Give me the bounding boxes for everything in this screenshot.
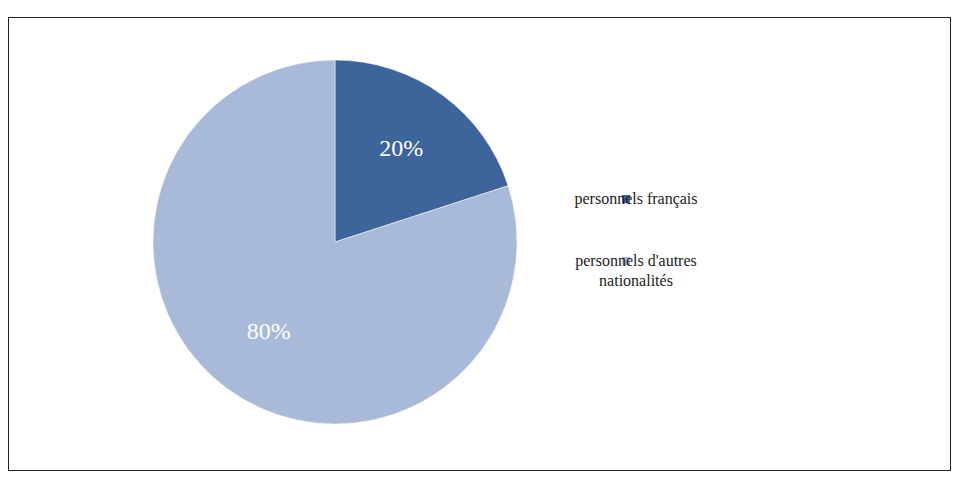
svg-text:80%: 80% bbox=[247, 318, 291, 344]
svg-text:20%: 20% bbox=[379, 135, 423, 161]
svg-text:personnels français: personnels français bbox=[574, 190, 697, 208]
svg-text:personnels d'autresnationalité: personnels d'autresnationalités bbox=[575, 252, 697, 289]
